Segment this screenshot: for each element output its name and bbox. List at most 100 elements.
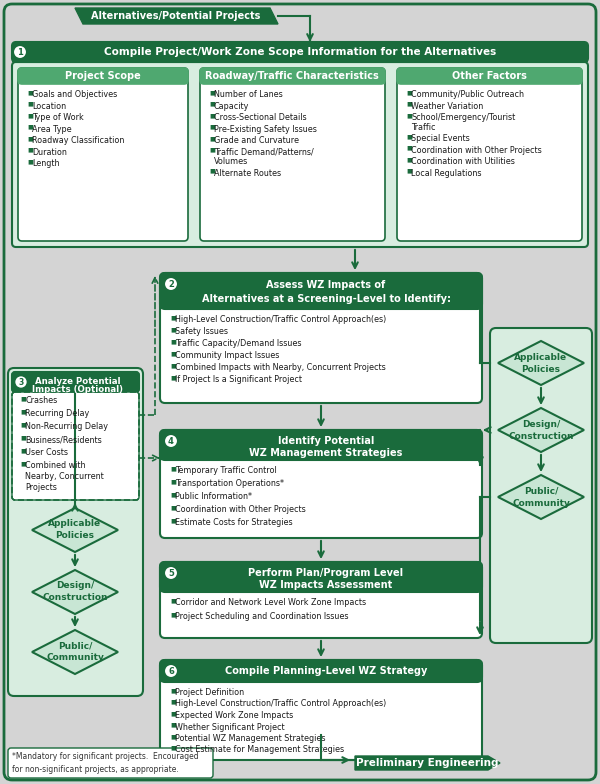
FancyBboxPatch shape (160, 273, 482, 309)
Text: Coordination with Other Projects: Coordination with Other Projects (175, 505, 306, 514)
Text: Design/: Design/ (522, 419, 560, 429)
Text: ■: ■ (406, 90, 412, 95)
Text: Compile Project/Work Zone Scope Information for the Alternatives: Compile Project/Work Zone Scope Informat… (104, 47, 496, 57)
Text: Other Factors: Other Factors (452, 71, 526, 81)
Text: Analyze Potential: Analyze Potential (35, 376, 121, 386)
Text: ■: ■ (170, 339, 176, 344)
Bar (200, 76, 385, 84)
FancyBboxPatch shape (8, 748, 213, 778)
Text: ■: ■ (209, 147, 215, 153)
Text: WZ Impacts Assessment: WZ Impacts Assessment (259, 580, 392, 590)
Polygon shape (32, 630, 118, 674)
FancyBboxPatch shape (490, 328, 592, 643)
Text: ■: ■ (20, 409, 26, 414)
Text: Community Impact Issues: Community Impact Issues (175, 351, 280, 360)
Text: Identify Potential: Identify Potential (278, 436, 374, 446)
FancyBboxPatch shape (12, 392, 139, 500)
Text: ■: ■ (20, 448, 26, 453)
FancyBboxPatch shape (160, 273, 482, 403)
Text: Construction: Construction (42, 593, 108, 602)
Bar (18, 76, 188, 84)
Text: ■: ■ (406, 169, 412, 174)
FancyBboxPatch shape (160, 562, 482, 592)
Text: *Mandatory for significant projects.  Encouraged
for non-significant projects, a: *Mandatory for significant projects. Enc… (12, 753, 199, 774)
Text: ■: ■ (170, 746, 176, 750)
Text: Type of Work: Type of Work (32, 113, 84, 122)
Bar (160, 445, 482, 460)
Text: ■: ■ (406, 158, 412, 162)
Text: Policies: Policies (56, 532, 95, 540)
Text: ■: ■ (27, 159, 33, 164)
FancyBboxPatch shape (12, 62, 588, 247)
Text: 6: 6 (168, 666, 174, 676)
Text: Estimate Costs for Strategies: Estimate Costs for Strategies (175, 518, 293, 527)
Circle shape (164, 434, 178, 448)
Text: Design/: Design/ (56, 582, 94, 590)
FancyBboxPatch shape (200, 68, 385, 241)
Text: Traffic Demand/Patterns/: Traffic Demand/Patterns/ (214, 147, 314, 157)
Text: Local Regulations: Local Regulations (411, 169, 482, 178)
Text: ■: ■ (406, 134, 412, 140)
Text: High-Level Construction/Traffic Control Approach(es): High-Level Construction/Traffic Control … (175, 315, 386, 324)
Text: ■: ■ (209, 169, 215, 174)
Text: Business/Residents: Business/Residents (25, 435, 102, 444)
Text: Expected Work Zone Impacts: Expected Work Zone Impacts (175, 711, 293, 720)
Text: User Costs: User Costs (25, 448, 68, 457)
Text: ■: ■ (209, 136, 215, 141)
Text: 5: 5 (168, 568, 174, 578)
FancyBboxPatch shape (12, 42, 588, 62)
Text: 2: 2 (168, 280, 174, 289)
Circle shape (164, 277, 178, 291)
Text: If Project Is a Significant Project: If Project Is a Significant Project (175, 375, 302, 384)
Text: ■: ■ (20, 422, 26, 427)
Text: ■: ■ (20, 396, 26, 401)
FancyBboxPatch shape (160, 430, 482, 538)
Text: Applicable: Applicable (49, 520, 101, 528)
Text: ■: ■ (170, 723, 176, 728)
Text: ■: ■ (170, 466, 176, 471)
FancyBboxPatch shape (397, 68, 582, 84)
Text: Coordination with Utilities: Coordination with Utilities (411, 158, 515, 166)
Text: Applicable: Applicable (514, 353, 568, 361)
Text: Policies: Policies (521, 365, 560, 373)
FancyBboxPatch shape (200, 68, 385, 84)
Text: ■: ■ (209, 113, 215, 118)
Text: ■: ■ (20, 435, 26, 440)
Polygon shape (75, 8, 278, 24)
Text: ■: ■ (27, 125, 33, 129)
Text: Combined Impacts with Nearby, Concurrent Projects: Combined Impacts with Nearby, Concurrent… (175, 363, 386, 372)
FancyBboxPatch shape (160, 430, 482, 460)
Text: ■: ■ (170, 363, 176, 368)
Text: ■: ■ (27, 136, 33, 141)
Text: ■: ■ (170, 734, 176, 739)
Circle shape (13, 45, 27, 59)
Text: ■: ■ (27, 90, 33, 95)
Text: Alternatives/Potential Projects: Alternatives/Potential Projects (91, 11, 260, 21)
Text: Cross-Sectional Details: Cross-Sectional Details (214, 113, 307, 122)
Text: ■: ■ (170, 327, 176, 332)
Text: School/Emergency/Tourist: School/Emergency/Tourist (411, 113, 515, 122)
Text: ■: ■ (170, 518, 176, 523)
Text: 3: 3 (19, 378, 23, 387)
Text: ■: ■ (170, 688, 176, 693)
Text: Recurring Delay: Recurring Delay (25, 409, 89, 418)
Text: ■: ■ (406, 101, 412, 107)
FancyBboxPatch shape (8, 368, 143, 696)
Text: ■: ■ (27, 101, 33, 107)
Text: Community/Public Outreach: Community/Public Outreach (411, 90, 524, 99)
Text: Whether Significant Project: Whether Significant Project (175, 723, 284, 731)
Text: Public Information*: Public Information* (175, 492, 252, 501)
Text: Project Scope: Project Scope (65, 71, 141, 81)
Text: ■: ■ (27, 147, 33, 153)
Text: Duration: Duration (32, 147, 67, 157)
FancyBboxPatch shape (160, 660, 482, 682)
FancyBboxPatch shape (18, 68, 188, 241)
Text: ■: ■ (170, 612, 176, 617)
Text: Project Scheduling and Coordination Issues: Project Scheduling and Coordination Issu… (175, 612, 349, 621)
Text: ■: ■ (170, 505, 176, 510)
Bar (397, 76, 582, 84)
Text: Public/: Public/ (524, 487, 558, 495)
Text: Construction: Construction (508, 431, 574, 441)
Text: ■: ■ (170, 315, 176, 320)
Text: Roadway/Traffic Characteristics: Roadway/Traffic Characteristics (205, 71, 379, 81)
